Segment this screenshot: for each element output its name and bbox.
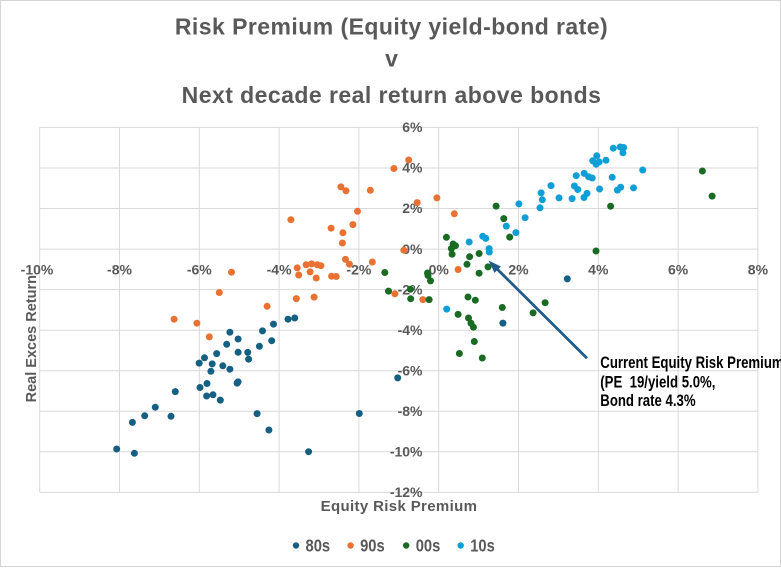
svg-text:-8%: -8% bbox=[107, 262, 132, 278]
svg-text:6%: 6% bbox=[402, 119, 423, 135]
svg-text:Equity Risk Premium: Equity Risk Premium bbox=[321, 498, 478, 515]
svg-text:-10%: -10% bbox=[21, 262, 54, 278]
svg-text:90s: 90s bbox=[360, 536, 385, 556]
svg-text:-4%: -4% bbox=[267, 262, 292, 278]
svg-text:-8%: -8% bbox=[398, 403, 423, 419]
svg-text:2%: 2% bbox=[508, 262, 529, 278]
svg-text:8%: 8% bbox=[748, 262, 769, 278]
svg-text:(PE 19/yield 5.0%,: (PE 19/yield 5.0%, bbox=[600, 373, 715, 392]
svg-text:-2%: -2% bbox=[346, 262, 371, 278]
svg-text:6%: 6% bbox=[668, 262, 689, 278]
svg-text:80s: 80s bbox=[305, 536, 330, 556]
svg-text:-6%: -6% bbox=[187, 262, 212, 278]
svg-text:4%: 4% bbox=[588, 262, 609, 278]
svg-text:Next decade real return above: Next decade real return above bonds bbox=[182, 82, 602, 108]
svg-text:Bond rate 4.3%: Bond rate 4.3% bbox=[600, 392, 695, 411]
svg-text:-10%: -10% bbox=[390, 444, 423, 460]
svg-text:0%: 0% bbox=[429, 262, 450, 278]
svg-text:0%: 0% bbox=[402, 241, 423, 257]
svg-text:Risk Premium (Equity yield-bon: Risk Premium (Equity yield-bond rate) bbox=[175, 14, 608, 40]
svg-text:-6%: -6% bbox=[398, 362, 423, 378]
svg-text:4%: 4% bbox=[402, 160, 423, 176]
svg-text:-12%: -12% bbox=[390, 484, 423, 500]
svg-text:v: v bbox=[385, 46, 398, 72]
svg-text:00s: 00s bbox=[416, 536, 441, 556]
svg-text:10s: 10s bbox=[470, 536, 495, 556]
svg-text:Real Exces Return: Real Exces Return bbox=[24, 275, 40, 402]
svg-text:-4%: -4% bbox=[398, 322, 423, 338]
svg-text:Current Equity Risk Premium: Current Equity Risk Premium bbox=[600, 354, 781, 373]
